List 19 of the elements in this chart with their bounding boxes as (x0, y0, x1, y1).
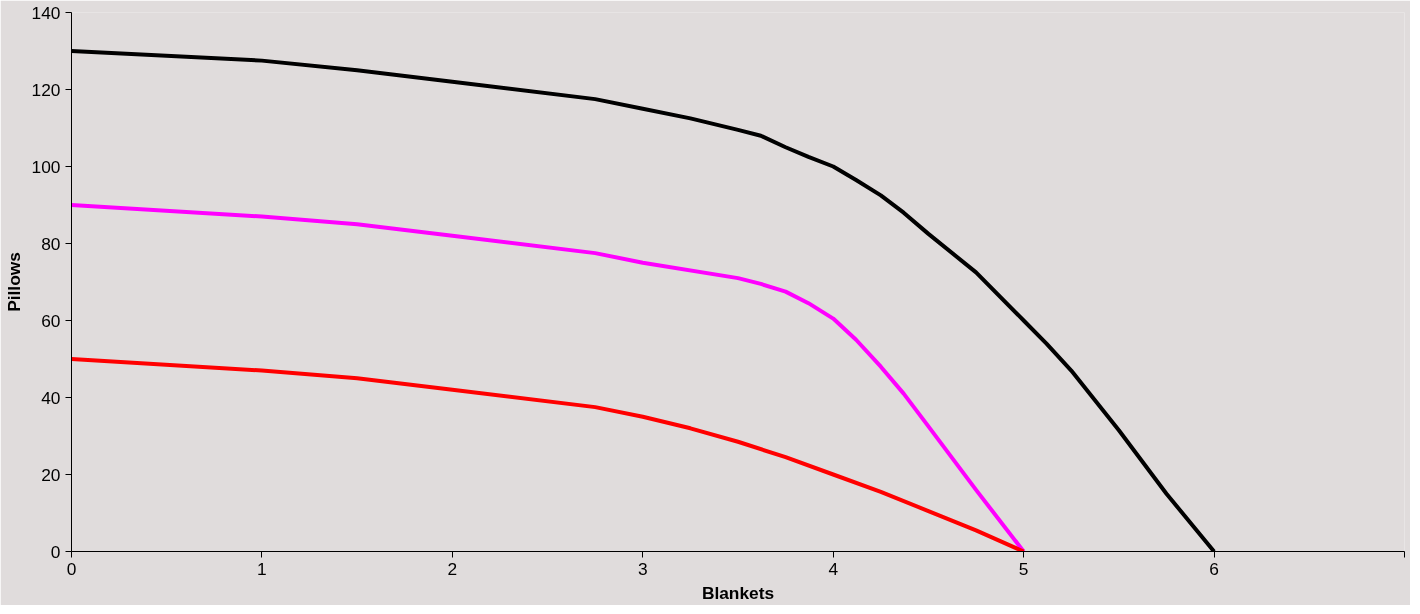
x-tick-label: 1 (257, 558, 267, 579)
x-tick-label: 6 (1209, 558, 1219, 579)
y-axis-title: Pillows (3, 252, 24, 312)
y-tick-label: 20 (41, 464, 61, 485)
y-tick-label: 60 (41, 310, 61, 331)
y-tick-label: 140 (31, 2, 61, 23)
x-tick-label: 0 (66, 558, 77, 579)
x-tick-label: 3 (637, 558, 648, 579)
x-axis-title: Blankets (701, 582, 775, 603)
line-series (71, 203, 1026, 552)
y-tick-label: 100 (31, 156, 61, 177)
line-series (71, 357, 1026, 552)
y-tick-label: 120 (31, 79, 61, 100)
x-tick-label: 4 (828, 558, 839, 579)
y-tick-label: 80 (41, 233, 61, 254)
y-tick-label: 40 (41, 387, 61, 408)
x-tick-label: 2 (447, 558, 458, 579)
y-tick-label: 0 (50, 541, 61, 562)
x-tick-label: 5 (1018, 558, 1029, 579)
